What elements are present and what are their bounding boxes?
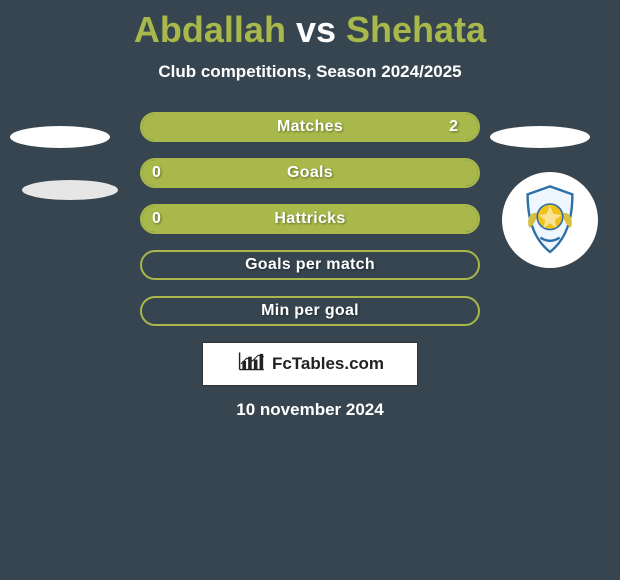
stat-bar: Goals per match	[140, 250, 480, 280]
stats-area: Matches2Goals0Hattricks0Goals per matchM…	[0, 112, 620, 326]
page-title: Abdallah vs Shehata	[0, 10, 620, 50]
stat-bar: Goals	[140, 158, 480, 188]
vs-label: vs	[296, 9, 336, 50]
stat-label: Hattricks	[142, 206, 478, 232]
stat-bar: Min per goal	[140, 296, 480, 326]
player2-name: Shehata	[346, 9, 486, 50]
chart-bar-icon	[236, 351, 266, 376]
stat-row: Goals0	[0, 158, 620, 188]
stat-row: Matches2	[0, 112, 620, 142]
player1-name: Abdallah	[134, 9, 286, 50]
stat-row: Goals per match	[0, 250, 620, 280]
comparison-card: Abdallah vs Shehata Club competitions, S…	[0, 0, 620, 580]
stat-value-right: 2	[437, 112, 470, 142]
stat-bar: Hattricks	[140, 204, 480, 234]
stat-label: Goals per match	[142, 252, 478, 278]
stat-label: Min per goal	[142, 298, 478, 324]
brand-label: FcTables.com	[272, 354, 384, 374]
stat-row: Min per goal	[0, 296, 620, 326]
stat-value-left: 0	[140, 204, 173, 234]
brand-link[interactable]: FcTables.com	[202, 342, 418, 386]
subtitle: Club competitions, Season 2024/2025	[0, 62, 620, 82]
stat-bar: Matches	[140, 112, 480, 142]
stat-value-left: 0	[140, 158, 173, 188]
stat-label: Matches	[142, 114, 478, 140]
stat-label: Goals	[142, 160, 478, 186]
footer-date: 10 november 2024	[0, 400, 620, 420]
stat-row: Hattricks0	[0, 204, 620, 234]
